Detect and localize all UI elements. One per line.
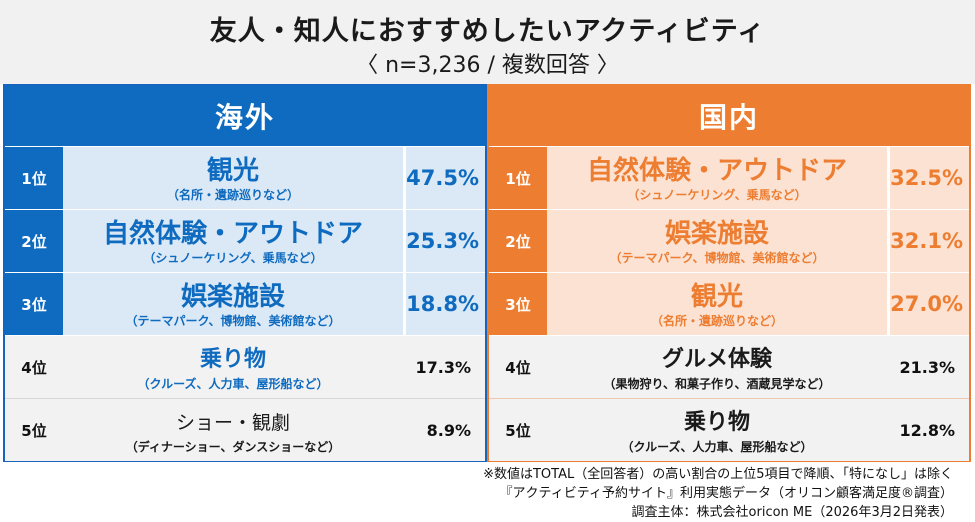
activity-name: ショー・観劇 — [175, 412, 290, 434]
footnote-line: 調査主体：株式会社oricon ME（2026年3月2日発表） — [631, 505, 953, 520]
footnote-line: 『アクティビティ予約サイト』利用実態データ（オリコン顧客満足度®調査） — [499, 486, 953, 501]
domestic-row-4: 4位 グルメ体験 （果物狩り、和菓子作り、酒蔵見学など） 21.3% — [489, 335, 969, 398]
rank-label: 4位 — [505, 358, 531, 377]
activity-name: 自然体験・アウトドア — [586, 156, 847, 186]
page-subtitle: 〈 n=3,236 / 複数回答 〉 — [356, 53, 619, 78]
percent-value: 17.3% — [415, 357, 471, 377]
footnote-line: ※数値はTOTAL（全回答者）の高い割合の上位5項目で降順、「特になし」は除く — [483, 467, 953, 482]
activity-name: 自然体験・アウトドア — [102, 219, 363, 249]
activity-detail: （ディナーショー、ダンスショーなど） — [125, 440, 341, 454]
activity-name: グルメ体験 — [661, 347, 772, 372]
percent-value: 18.8% — [403, 273, 485, 335]
activity-detail: （テーマパーク、博物館、美術館など） — [609, 251, 825, 265]
domestic-panel: 国内 1位 自然体験・アウトドア （シュノーケリング、乗馬など） 32.5% 2… — [487, 84, 971, 462]
activity-cell: 乗り物 （クルーズ、人力車、屋形船など） — [63, 336, 403, 398]
rank-label: 4位 — [21, 358, 47, 377]
domestic-row-3: 3位 観光 （名所・遺跡巡りなど） 27.0% — [489, 272, 969, 335]
activity-name: 娯楽施設 — [180, 282, 285, 312]
percent-value: 47.5% — [403, 147, 485, 209]
domestic-row-1: 1位 自然体験・アウトドア （シュノーケリング、乗馬など） 32.5% — [489, 146, 969, 209]
rank-label: 5位 — [505, 421, 531, 440]
percent-value: 25.3% — [403, 210, 485, 272]
percent-value: 21.3% — [899, 357, 955, 377]
percent-value: 32.1% — [887, 210, 969, 272]
rank-label: 1位 — [489, 147, 547, 209]
percent-value: 32.5% — [887, 147, 969, 209]
overseas-header: 海外 — [5, 86, 485, 146]
activity-cell: 乗り物 （クルーズ、人力車、屋形船など） — [547, 399, 887, 461]
overseas-row-1: 1位 観光 （名所・遺跡巡りなど） 47.5% — [5, 146, 485, 209]
activity-detail: （クルーズ、人力車、屋形船など） — [621, 440, 813, 454]
activity-detail: （テーマパーク、博物館、美術館など） — [125, 314, 341, 328]
domestic-row-2: 2位 娯楽施設 （テーマパーク、博物館、美術館など） 32.1% — [489, 209, 969, 272]
activity-cell: ショー・観劇 （ディナーショー、ダンスショーなど） — [63, 399, 403, 461]
rank-label: 3位 — [489, 273, 547, 335]
percent-value: 27.0% — [887, 273, 969, 335]
activity-cell: 娯楽施設 （テーマパーク、博物館、美術館など） — [547, 210, 887, 272]
rank-label: 1位 — [5, 147, 63, 209]
domestic-header: 国内 — [489, 86, 969, 146]
overseas-row-4: 4位 乗り物 （クルーズ、人力車、屋形船など） 17.3% — [5, 335, 485, 398]
activity-detail: （クルーズ、人力車、屋形船など） — [137, 377, 329, 391]
activity-cell: 自然体験・アウトドア （シュノーケリング、乗馬など） — [547, 147, 887, 209]
rank-label: 5位 — [21, 421, 47, 440]
footnotes: ※数値はTOTAL（全回答者）の高い割合の上位5項目で降順、「特になし」は除く … — [483, 465, 953, 522]
activity-detail: （シュノーケリング、乗馬など） — [143, 251, 323, 265]
activity-detail: （シュノーケリング、乗馬など） — [627, 188, 807, 202]
percent-value: 12.8% — [899, 420, 955, 440]
activity-name: 乗り物 — [199, 347, 266, 372]
activity-name: 娯楽施設 — [664, 219, 769, 249]
overseas-row-2: 2位 自然体験・アウトドア （シュノーケリング、乗馬など） 25.3% — [5, 209, 485, 272]
overseas-panel: 海外 1位 観光 （名所・遺跡巡りなど） 47.5% 2位 自然体験・アウトドア… — [3, 84, 487, 462]
activity-cell: 観光 （名所・遺跡巡りなど） — [63, 147, 403, 209]
rank-label: 3位 — [5, 273, 63, 335]
activity-cell: グルメ体験 （果物狩り、和菓子作り、酒蔵見学など） — [547, 336, 887, 398]
title-area: 友人・知人におすすめしたいアクティビティ 〈 n=3,236 / 複数回答 〉 — [0, 0, 975, 84]
activity-detail: （名所・遺跡巡りなど） — [650, 314, 783, 328]
overseas-row-5: 5位 ショー・観劇 （ディナーショー、ダンスショーなど） 8.9% — [5, 398, 485, 461]
domestic-row-5: 5位 乗り物 （クルーズ、人力車、屋形船など） 12.8% — [489, 398, 969, 461]
page-title: 友人・知人におすすめしたいアクティビティ — [209, 16, 766, 47]
activity-cell: 娯楽施設 （テーマパーク、博物館、美術館など） — [63, 273, 403, 335]
percent-value: 8.9% — [426, 420, 471, 440]
activity-detail: （果物狩り、和菓子作り、酒蔵見学など） — [603, 377, 831, 391]
activity-name: 乗り物 — [683, 410, 750, 435]
overseas-row-3: 3位 娯楽施設 （テーマパーク、博物館、美術館など） 18.8% — [5, 272, 485, 335]
rank-label: 2位 — [489, 210, 547, 272]
activity-name: 観光 — [206, 156, 259, 186]
activity-cell: 観光 （名所・遺跡巡りなど） — [547, 273, 887, 335]
activity-cell: 自然体験・アウトドア （シュノーケリング、乗馬など） — [63, 210, 403, 272]
activity-name: 観光 — [690, 282, 743, 312]
rank-label: 2位 — [5, 210, 63, 272]
activity-detail: （名所・遺跡巡りなど） — [166, 188, 299, 202]
